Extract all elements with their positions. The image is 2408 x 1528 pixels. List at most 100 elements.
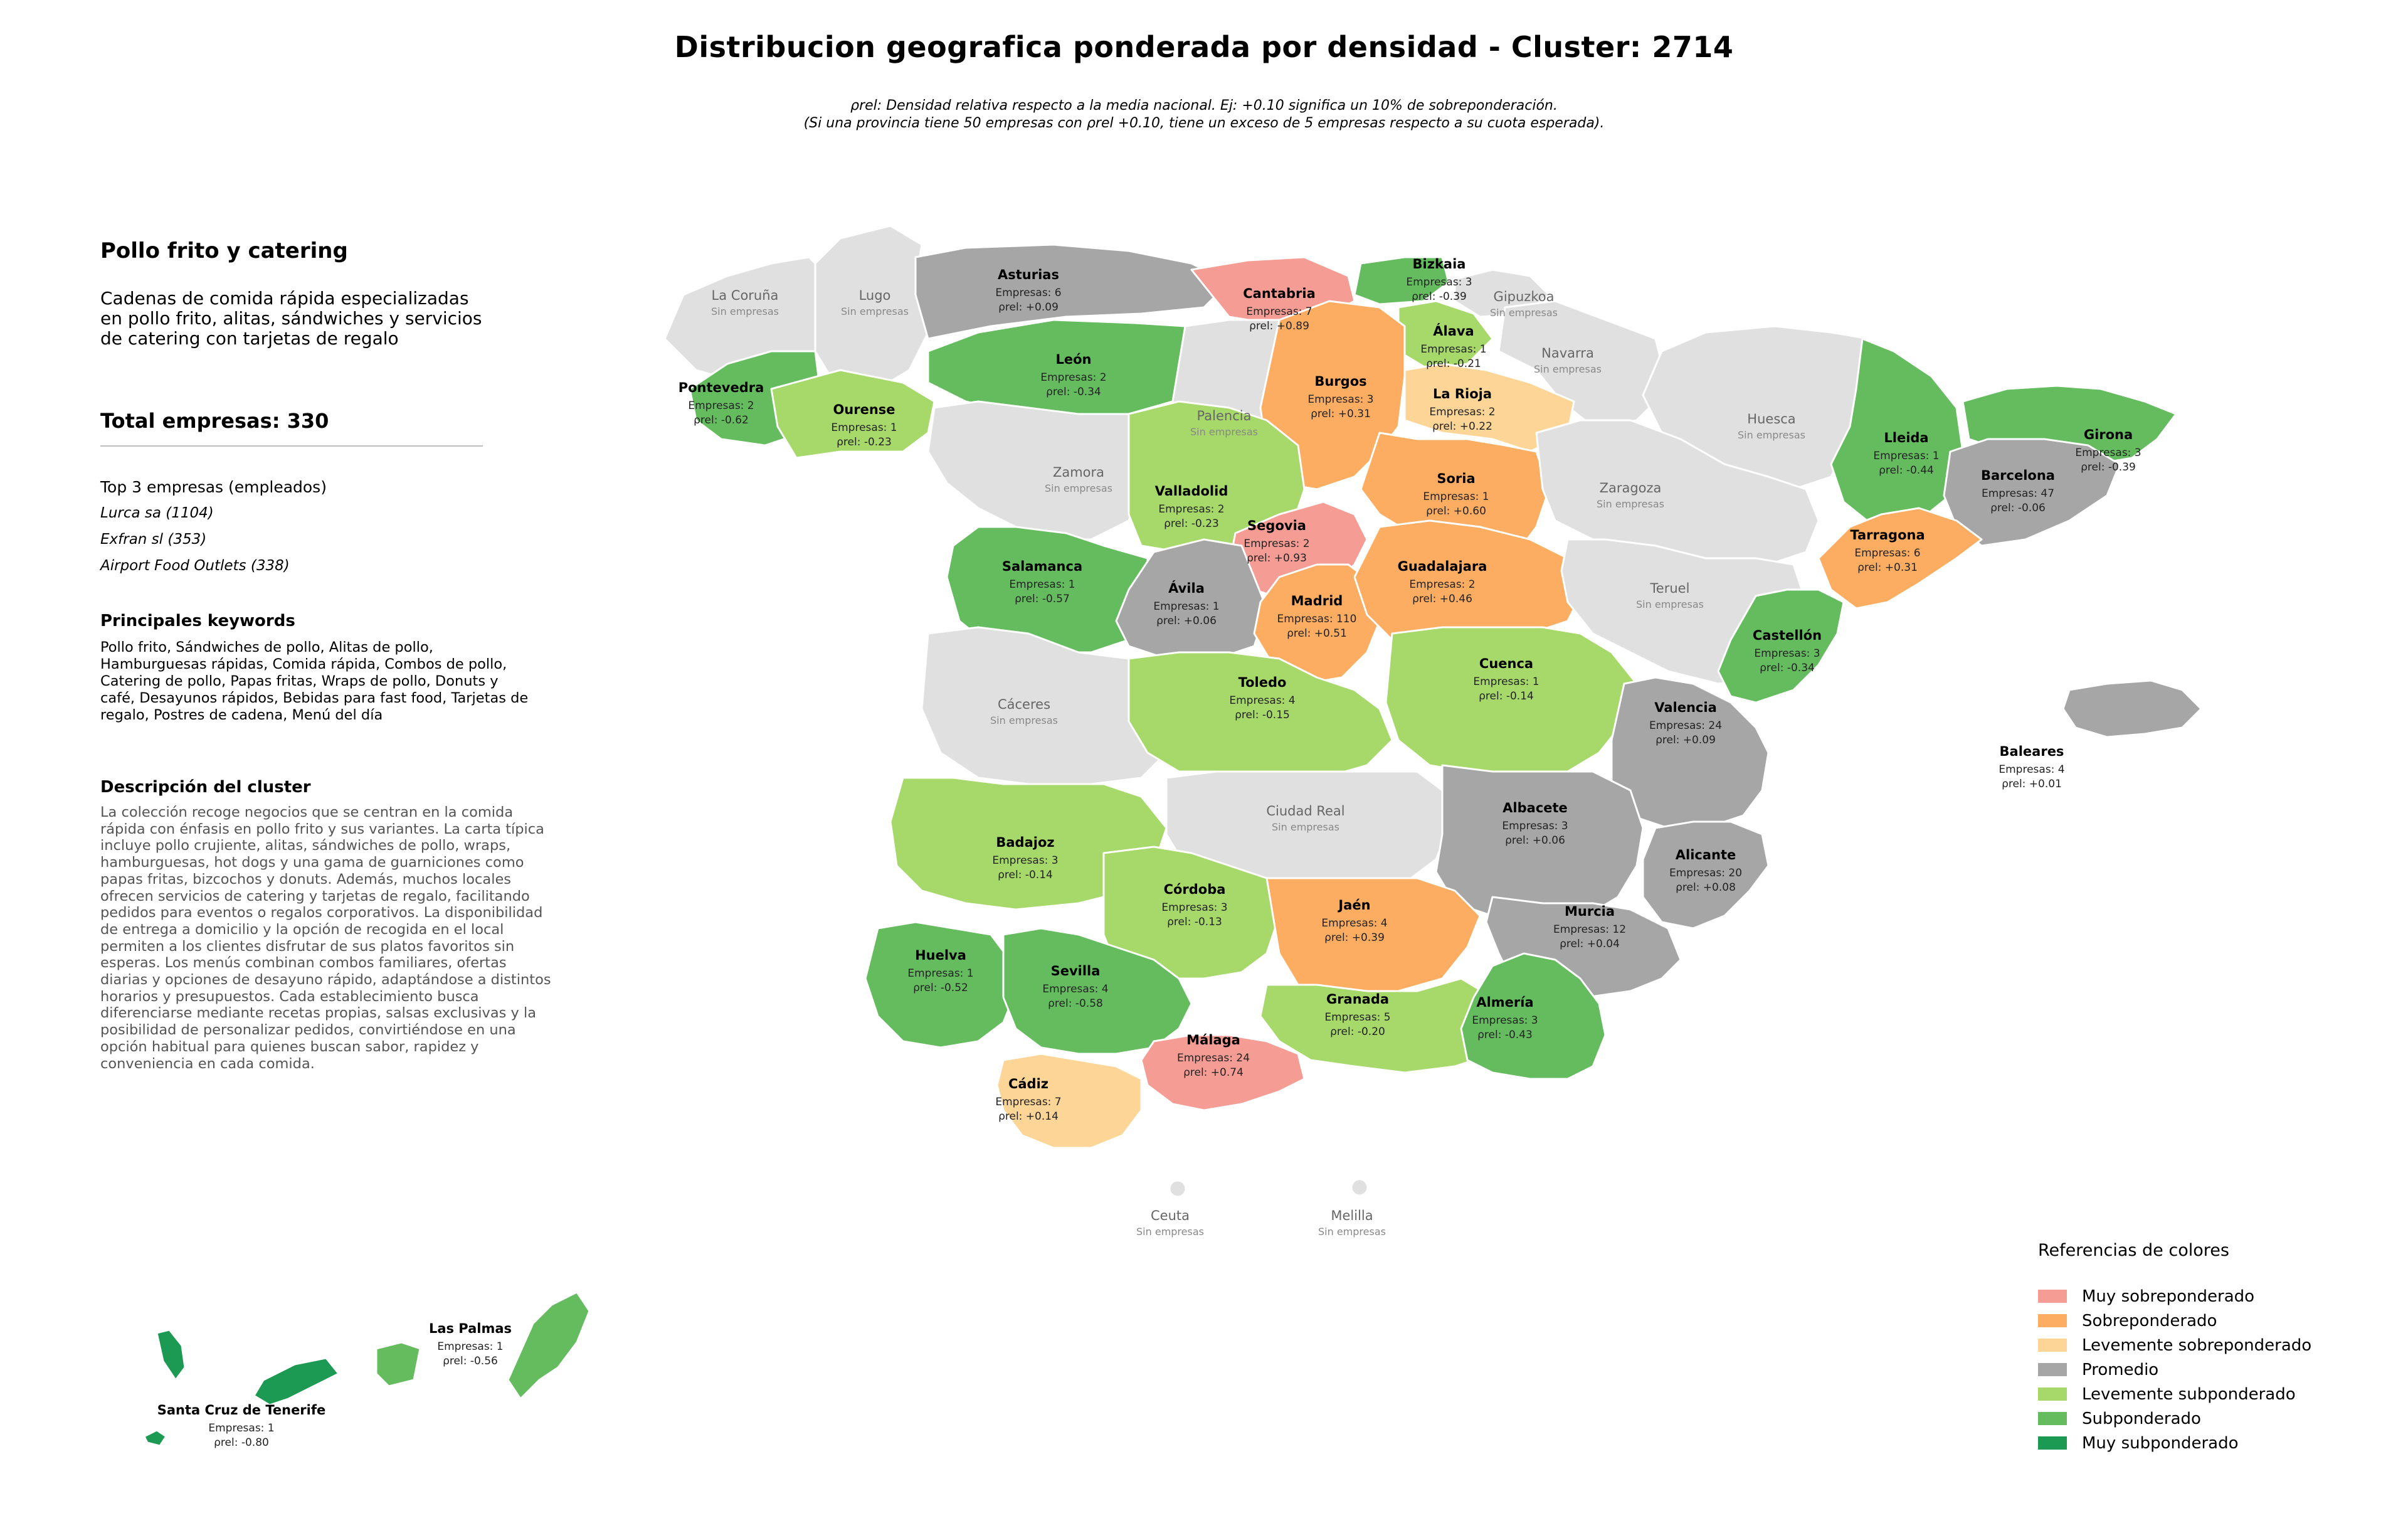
- province-label-gipuzkoa: Gipuzkoa: [1494, 289, 1555, 304]
- province-label-ceuta: Ceuta: [1151, 1208, 1190, 1223]
- province-rho-madrid: ρrel: +0.51: [1287, 627, 1347, 640]
- province-almeria: [1460, 952, 1607, 1080]
- province-rho-tarragona: ρrel: +0.31: [1857, 561, 1918, 574]
- legend-label: Muy sobreponderado: [2082, 1287, 2255, 1306]
- legend-item-sub: Subponderado: [2038, 1406, 2311, 1431]
- province-count-valencia: Empresas: 24: [1649, 719, 1722, 732]
- top3-list: Lurca sa (1104) Exfran sl (353) Airport …: [100, 505, 564, 584]
- province-info-zaragoza: Sin empresas: [1597, 498, 1664, 510]
- province-jaen: [1265, 877, 1481, 992]
- province-count-castellon: Empresas: 3: [1754, 647, 1820, 660]
- province-label-bizkaia: Bizkaia: [1413, 257, 1466, 272]
- province-label-palencia: Palencia: [1197, 408, 1252, 423]
- province-label-teruel: Teruel: [1650, 581, 1690, 596]
- province-castellon: [1717, 588, 1845, 704]
- province-rho-bizkaia: ρrel: -0.39: [1412, 290, 1467, 303]
- province-rho-las-palmas: ρrel: -0.56: [443, 1355, 498, 1367]
- province-count-asturias: Empresas: 6: [995, 287, 1061, 299]
- province-count-barcelona: Empresas: 47: [1982, 487, 2054, 500]
- province-guadalajara: [1353, 519, 1582, 647]
- province-count-santa-cruz-de-tenerife: Empresas: 1: [208, 1422, 274, 1435]
- legend-swatch: [2038, 1412, 2067, 1425]
- province-info-huesca: Sin empresas: [1738, 429, 1805, 441]
- legend-swatch: [2038, 1387, 2067, 1401]
- cluster-description-text: La colección recoge negocios que se cent…: [100, 804, 551, 1072]
- province-alicante: [1642, 820, 1770, 930]
- province-baleares: [2062, 679, 2202, 738]
- province-label-melilla: Melilla: [1331, 1208, 1373, 1223]
- province-label-ciudad-real: Ciudad Real: [1266, 804, 1344, 819]
- province-sevilla: [1002, 927, 1193, 1055]
- province-rho-albacete: ρrel: +0.06: [1505, 834, 1565, 847]
- province-count-avila: Empresas: 1: [1153, 600, 1219, 613]
- province-rho-baleares: ρrel: +0.01: [2002, 778, 2062, 790]
- keywords-text: Pollo frito, Sándwiches de pollo, Alitas…: [100, 639, 529, 723]
- province-rho-girona: ρrel: -0.39: [2081, 461, 2136, 474]
- province-rho-badajoz: ρrel: -0.14: [998, 869, 1053, 881]
- province-label-la-coruna: La Coruña: [712, 288, 779, 303]
- subtitle-line-1: ρrel: Densidad relativa respecto a la me…: [850, 98, 1558, 114]
- province-label-castellon: Castellón: [1753, 628, 1822, 643]
- province-label-albacete: Albacete: [1502, 800, 1568, 815]
- province-bizkaia: [1353, 256, 1450, 305]
- province-rho-alicante: ρrel: +0.08: [1676, 881, 1736, 894]
- province-label-cuenca: Cuenca: [1479, 656, 1533, 671]
- legend-swatch: [2038, 1339, 2067, 1352]
- province-label-almeria: Almería: [1476, 995, 1533, 1010]
- province-rho-ourense: ρrel: -0.23: [837, 436, 892, 448]
- province-label-salamanca: Salamanca: [1002, 559, 1082, 574]
- province-count-malaga: Empresas: 24: [1177, 1052, 1250, 1064]
- province-rho-salamanca: ρrel: -0.57: [1015, 593, 1070, 605]
- province-count-soria: Empresas: 1: [1423, 491, 1489, 503]
- province-label-zamora: Zamora: [1053, 465, 1104, 480]
- province-label-guadalajara: Guadalajara: [1398, 559, 1487, 574]
- province-label-ourense: Ourense: [833, 402, 895, 417]
- province-info-ciudad-real: Sin empresas: [1272, 821, 1339, 833]
- province-count-sevilla: Empresas: 4: [1042, 983, 1108, 995]
- top3-item: Lurca sa (1104): [100, 505, 214, 521]
- province-count-murcia: Empresas: 12: [1553, 923, 1626, 936]
- province-rho-asturias: ρrel: +0.09: [998, 301, 1059, 314]
- province-count-valladolid: Empresas: 2: [1158, 503, 1224, 516]
- province-label-las-palmas: Las Palmas: [429, 1321, 512, 1336]
- province-rho-cantabria: ρrel: +0.89: [1249, 320, 1309, 332]
- legend-swatch: [2038, 1314, 2067, 1327]
- province-info-lugo: Sin empresas: [841, 305, 909, 317]
- province-count-madrid: Empresas: 110: [1277, 613, 1357, 625]
- province-tarragona: [1817, 507, 1983, 610]
- province-label-avila: Ávila: [1168, 580, 1205, 596]
- province-label-cordoba: Córdoba: [1164, 882, 1226, 897]
- legend-item-lev_sobre: Levemente sobreponderado: [2038, 1333, 2311, 1357]
- province-toledo: [1127, 651, 1393, 779]
- province-count-toledo: Empresas: 4: [1229, 694, 1295, 707]
- province-label-granada: Granada: [1326, 992, 1389, 1007]
- legend-title: Referencias de colores: [2038, 1241, 2229, 1260]
- province-label-barcelona: Barcelona: [1981, 468, 2055, 483]
- province-melilla: [1350, 1178, 1369, 1197]
- legend-label: Sobreponderado: [2082, 1311, 2217, 1330]
- province-rho-barcelona: ρrel: -0.06: [1990, 502, 2046, 514]
- province-label-sevilla: Sevilla: [1051, 963, 1101, 979]
- province-info-teruel: Sin empresas: [1636, 598, 1704, 610]
- province-rho-valencia: ρrel: +0.09: [1656, 734, 1716, 746]
- province-rho-avila: ρrel: +0.06: [1156, 615, 1217, 627]
- province-label-valladolid: Valladolid: [1155, 484, 1228, 499]
- province-rho-santa-cruz-de-tenerife: ρrel: -0.80: [214, 1436, 269, 1449]
- province-count-leon: Empresas: 2: [1040, 371, 1106, 384]
- total-companies: Total empresas: 330: [100, 409, 329, 433]
- top3-item: Exfran sl (353): [100, 531, 207, 548]
- province-label-santa-cruz-de-tenerife: Santa Cruz de Tenerife: [157, 1403, 326, 1418]
- province-label-girona: Girona: [2084, 427, 2133, 442]
- legend-item-muy_sobre: Muy sobreponderado: [2038, 1284, 2311, 1308]
- top3-heading: Top 3 empresas (empleados): [100, 478, 327, 496]
- province-count-guadalajara: Empresas: 2: [1409, 578, 1475, 591]
- province-ourense: [770, 369, 936, 459]
- province-rho-lleida: ρrel: -0.44: [1879, 464, 1934, 477]
- province-label-alava: Álava: [1433, 323, 1474, 339]
- province-rho-burgos: ρrel: +0.31: [1311, 408, 1371, 420]
- province-albacete: [1435, 764, 1644, 923]
- province-cordoba: [1102, 846, 1281, 980]
- province-label-valencia: Valencia: [1654, 700, 1716, 715]
- province-info-palencia: Sin empresas: [1190, 426, 1258, 438]
- province-label-cantabria: Cantabria: [1243, 286, 1316, 301]
